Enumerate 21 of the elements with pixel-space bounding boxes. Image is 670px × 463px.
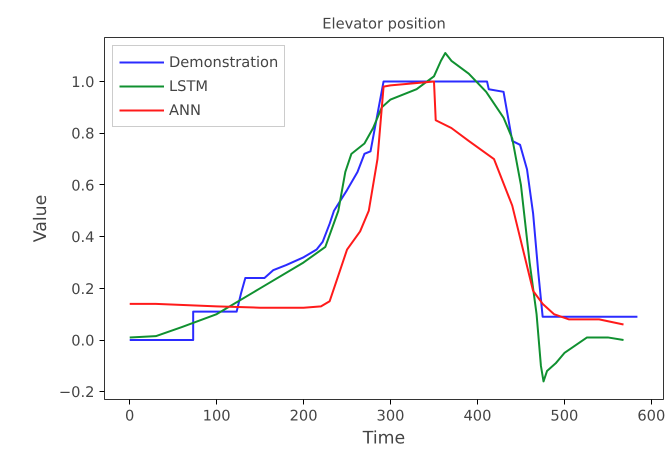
y-tick-label: −0.2 <box>58 384 95 402</box>
y-tick-label: 0.2 <box>71 280 95 298</box>
x-tick-label: 100 <box>202 408 231 424</box>
legend-label: Demonstration <box>169 54 278 70</box>
x-tick-label: 300 <box>376 408 405 424</box>
x-tick-label: 500 <box>550 408 578 424</box>
legend-label: ANN <box>169 102 201 118</box>
line-series <box>128 52 625 382</box>
x-tick-label: 0 <box>125 408 134 424</box>
x-tick-label: 200 <box>290 408 318 424</box>
x-axis-title: Time <box>362 428 406 448</box>
legend-label: LSTM <box>169 78 208 94</box>
y-tick-label: 0.0 <box>71 332 95 350</box>
y-tick-label: 0.4 <box>71 229 95 246</box>
y-axis-title: Value <box>30 194 51 242</box>
chart-title: Elevator position <box>322 16 446 32</box>
y-tick-label: 1.0 <box>71 74 95 91</box>
y-tick-label: 0.8 <box>71 126 95 143</box>
x-tick-label: 600 <box>637 408 666 424</box>
x-tick-label: 400 <box>463 408 492 424</box>
y-tick-label: 0.6 <box>71 177 95 194</box>
